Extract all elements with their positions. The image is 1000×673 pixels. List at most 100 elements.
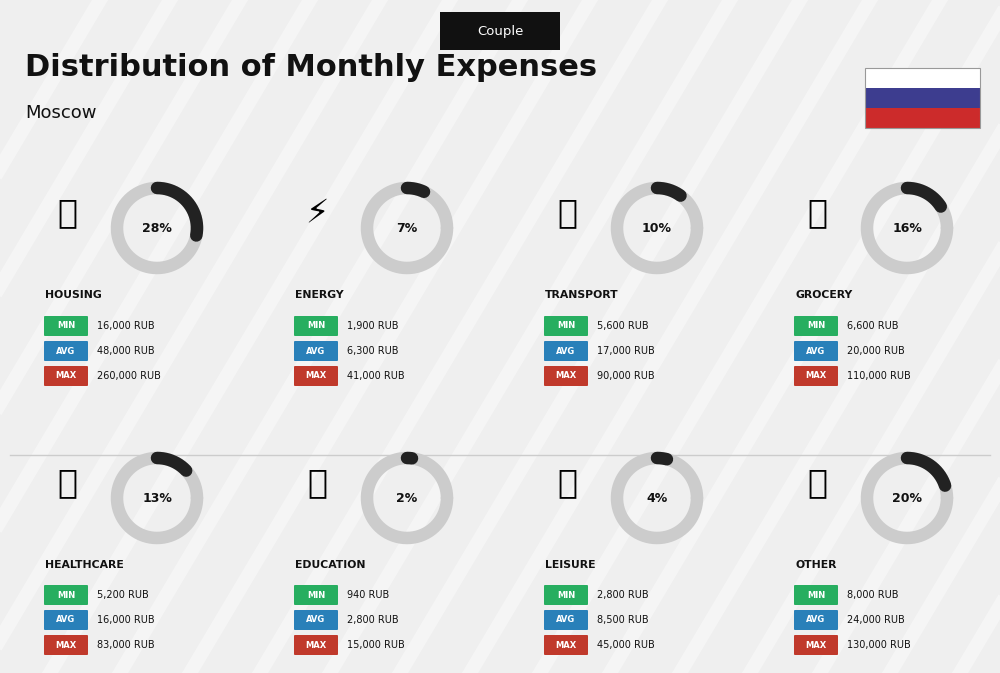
- FancyBboxPatch shape: [794, 316, 838, 336]
- Text: EDUCATION: EDUCATION: [295, 560, 366, 570]
- Text: 90,000 RUB: 90,000 RUB: [597, 371, 655, 381]
- Text: 🛍: 🛍: [557, 466, 577, 499]
- Text: AVG: AVG: [556, 616, 576, 625]
- Text: AVG: AVG: [56, 347, 76, 355]
- Text: LEISURE: LEISURE: [545, 560, 596, 570]
- Text: 6,300 RUB: 6,300 RUB: [347, 346, 398, 356]
- Text: 48,000 RUB: 48,000 RUB: [97, 346, 155, 356]
- Text: 130,000 RUB: 130,000 RUB: [847, 640, 911, 650]
- Text: AVG: AVG: [306, 616, 326, 625]
- Text: 2%: 2%: [396, 491, 418, 505]
- Text: MIN: MIN: [307, 590, 325, 600]
- FancyBboxPatch shape: [794, 585, 838, 605]
- FancyBboxPatch shape: [865, 68, 980, 88]
- Text: 16,000 RUB: 16,000 RUB: [97, 615, 155, 625]
- FancyBboxPatch shape: [294, 585, 338, 605]
- FancyBboxPatch shape: [44, 585, 88, 605]
- Text: 🏥: 🏥: [57, 466, 77, 499]
- Text: 13%: 13%: [142, 491, 172, 505]
- Text: 8,000 RUB: 8,000 RUB: [847, 590, 899, 600]
- Text: GROCERY: GROCERY: [795, 290, 852, 300]
- Text: 6,600 RUB: 6,600 RUB: [847, 321, 899, 331]
- Text: HOUSING: HOUSING: [45, 290, 102, 300]
- FancyBboxPatch shape: [544, 585, 588, 605]
- Text: Distribution of Monthly Expenses: Distribution of Monthly Expenses: [25, 53, 597, 83]
- Text: MIN: MIN: [557, 590, 575, 600]
- Text: 1,900 RUB: 1,900 RUB: [347, 321, 398, 331]
- Text: MIN: MIN: [307, 322, 325, 330]
- Text: 7%: 7%: [396, 221, 418, 234]
- FancyBboxPatch shape: [294, 316, 338, 336]
- FancyBboxPatch shape: [544, 341, 588, 361]
- Text: 20%: 20%: [892, 491, 922, 505]
- FancyBboxPatch shape: [544, 366, 588, 386]
- Text: ⚡: ⚡: [305, 197, 329, 229]
- Text: AVG: AVG: [806, 347, 826, 355]
- FancyBboxPatch shape: [544, 316, 588, 336]
- Text: AVG: AVG: [306, 347, 326, 355]
- Text: 10%: 10%: [642, 221, 672, 234]
- Text: 28%: 28%: [142, 221, 172, 234]
- Text: 5,600 RUB: 5,600 RUB: [597, 321, 649, 331]
- Text: 2,800 RUB: 2,800 RUB: [597, 590, 649, 600]
- Text: 15,000 RUB: 15,000 RUB: [347, 640, 405, 650]
- FancyBboxPatch shape: [794, 341, 838, 361]
- Text: 17,000 RUB: 17,000 RUB: [597, 346, 655, 356]
- Text: 🛒: 🛒: [807, 197, 827, 229]
- Text: 🎓: 🎓: [307, 466, 327, 499]
- Text: MAX: MAX: [305, 641, 327, 649]
- Text: 16%: 16%: [892, 221, 922, 234]
- Text: 8,500 RUB: 8,500 RUB: [597, 615, 649, 625]
- Text: HEALTHCARE: HEALTHCARE: [45, 560, 124, 570]
- Text: 4%: 4%: [646, 491, 668, 505]
- Text: Couple: Couple: [477, 24, 523, 38]
- Text: MAX: MAX: [555, 371, 577, 380]
- Text: Moscow: Moscow: [25, 104, 96, 122]
- FancyBboxPatch shape: [44, 610, 88, 630]
- Text: 2,800 RUB: 2,800 RUB: [347, 615, 399, 625]
- Text: 260,000 RUB: 260,000 RUB: [97, 371, 161, 381]
- FancyBboxPatch shape: [44, 341, 88, 361]
- Text: 110,000 RUB: 110,000 RUB: [847, 371, 911, 381]
- Text: MIN: MIN: [807, 590, 825, 600]
- Text: ENERGY: ENERGY: [295, 290, 344, 300]
- Text: MIN: MIN: [807, 322, 825, 330]
- Text: 🚌: 🚌: [557, 197, 577, 229]
- Text: 41,000 RUB: 41,000 RUB: [347, 371, 405, 381]
- Text: 940 RUB: 940 RUB: [347, 590, 389, 600]
- Text: 83,000 RUB: 83,000 RUB: [97, 640, 155, 650]
- Text: MIN: MIN: [57, 322, 75, 330]
- Text: MAX: MAX: [55, 641, 77, 649]
- FancyBboxPatch shape: [294, 635, 338, 655]
- Text: AVG: AVG: [806, 616, 826, 625]
- FancyBboxPatch shape: [794, 366, 838, 386]
- Text: OTHER: OTHER: [795, 560, 836, 570]
- Text: 5,200 RUB: 5,200 RUB: [97, 590, 149, 600]
- FancyBboxPatch shape: [544, 610, 588, 630]
- Text: 16,000 RUB: 16,000 RUB: [97, 321, 155, 331]
- FancyBboxPatch shape: [294, 341, 338, 361]
- FancyBboxPatch shape: [44, 316, 88, 336]
- Text: 45,000 RUB: 45,000 RUB: [597, 640, 655, 650]
- Text: MAX: MAX: [555, 641, 577, 649]
- Text: AVG: AVG: [56, 616, 76, 625]
- Text: MAX: MAX: [805, 641, 827, 649]
- FancyBboxPatch shape: [294, 610, 338, 630]
- FancyBboxPatch shape: [544, 635, 588, 655]
- FancyBboxPatch shape: [794, 635, 838, 655]
- Text: AVG: AVG: [556, 347, 576, 355]
- FancyBboxPatch shape: [294, 366, 338, 386]
- Text: 🏢: 🏢: [57, 197, 77, 229]
- Text: 20,000 RUB: 20,000 RUB: [847, 346, 905, 356]
- FancyBboxPatch shape: [794, 610, 838, 630]
- Text: 💰: 💰: [807, 466, 827, 499]
- FancyBboxPatch shape: [865, 88, 980, 108]
- Text: MAX: MAX: [305, 371, 327, 380]
- Text: MIN: MIN: [57, 590, 75, 600]
- FancyBboxPatch shape: [440, 12, 560, 50]
- FancyBboxPatch shape: [865, 108, 980, 128]
- FancyBboxPatch shape: [44, 635, 88, 655]
- Text: MAX: MAX: [805, 371, 827, 380]
- Text: MAX: MAX: [55, 371, 77, 380]
- Text: 24,000 RUB: 24,000 RUB: [847, 615, 905, 625]
